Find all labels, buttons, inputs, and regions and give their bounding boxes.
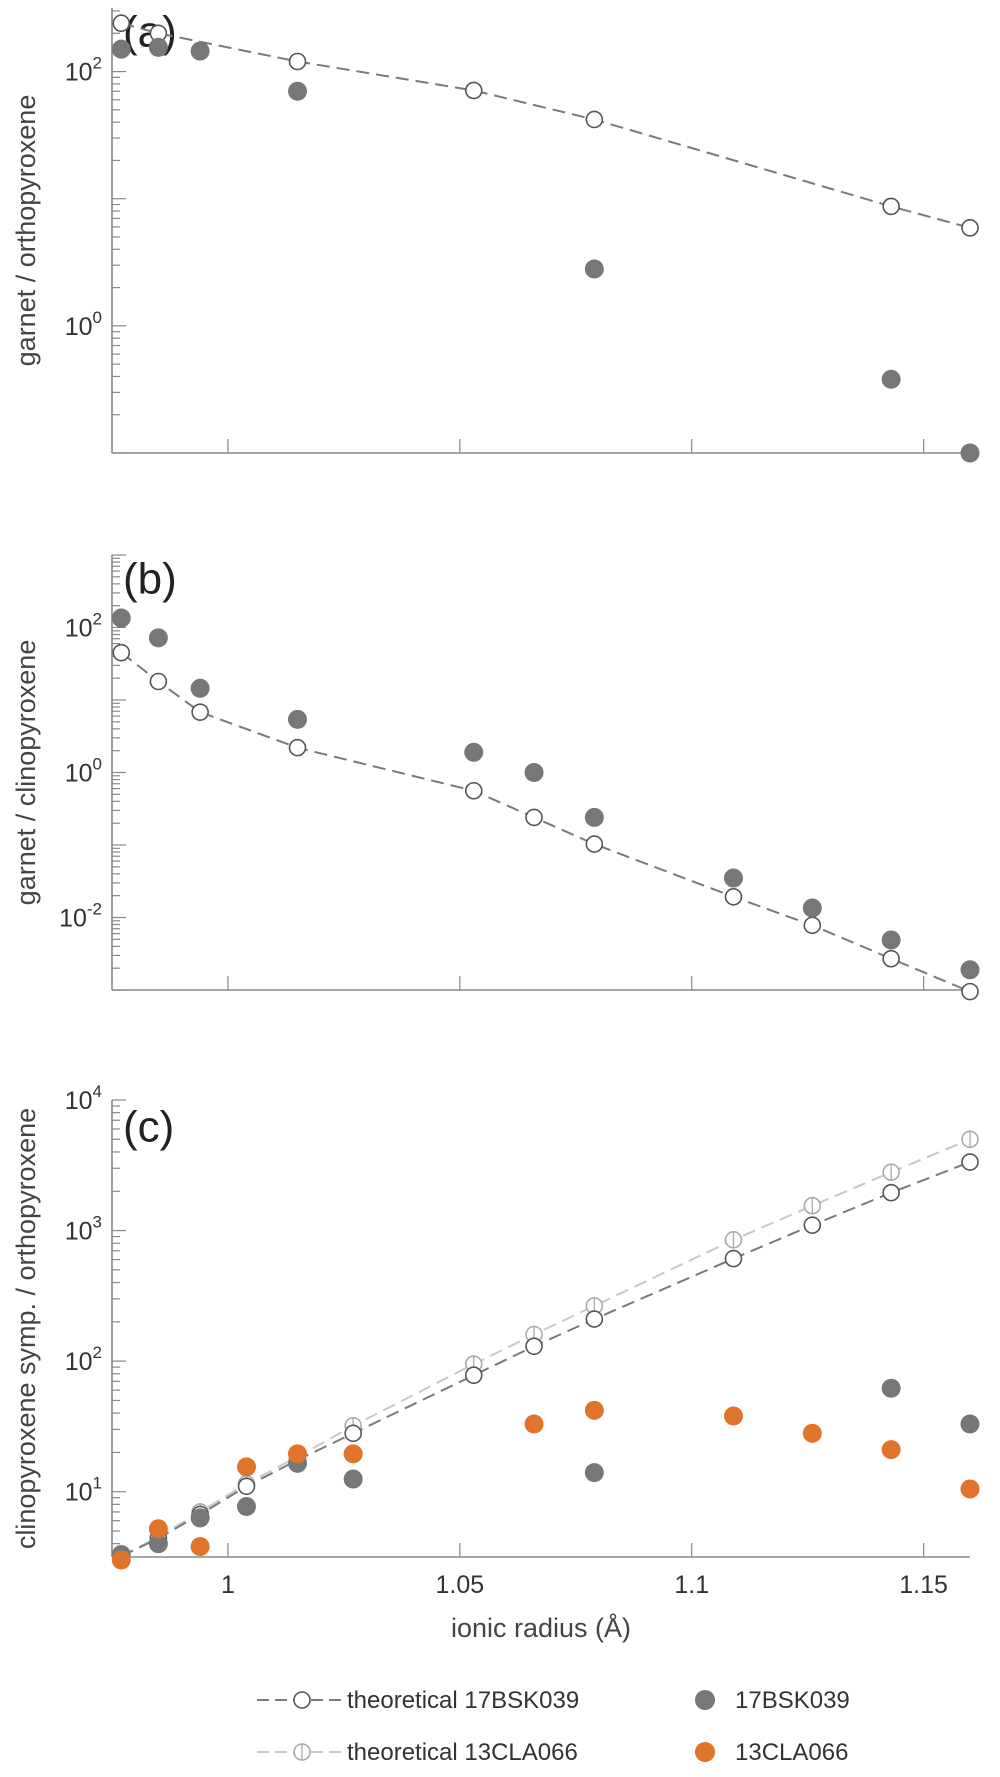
point-17bsk039: [584, 259, 604, 279]
y-tick-label: 102: [65, 610, 102, 643]
point-17bsk039: [148, 37, 168, 57]
point-theoretical-17bsk039: [882, 1183, 900, 1202]
point-17bsk039: [190, 678, 210, 698]
point-17bsk039: [111, 608, 131, 628]
legend-theo-17BSK039-label: theoretical 17BSK039: [347, 1687, 579, 1714]
x-tick-label: 1.1: [674, 1571, 709, 1599]
point-17bsk039: [960, 960, 980, 980]
x-tick-label: 1: [221, 1571, 235, 1599]
y-tick-label: 100: [65, 755, 102, 788]
point-17bsk039: [190, 41, 210, 61]
point-17bsk039: [802, 898, 822, 918]
point-theoretical-17bsk039: [724, 887, 743, 906]
y-axis-label: clinopyroxene symp. / orthopyroxene: [11, 1108, 41, 1549]
point-17bsk039: [524, 763, 544, 782]
panel-3: 101 102 103 104 1 1.05 1.1 1.15 (c) clinopyroxene…: [11, 1082, 980, 1643]
y-axis-label: garnet / orthopyroxene: [11, 95, 41, 367]
point-13cla066: [236, 1457, 256, 1477]
legend-13CLA066-marker: [695, 1742, 715, 1762]
point-theoretical-17bsk039: [724, 1249, 743, 1268]
point-17bsk039: [148, 1534, 168, 1554]
point-13cla066: [343, 1444, 363, 1464]
legend-17BSK039-marker: [695, 1690, 715, 1710]
point-theoretical-17bsk039: [464, 1366, 483, 1385]
legend: theoretical 17BSK039 theoretical 13CLA06…: [257, 1687, 850, 1766]
point-theoretical-17bsk039: [882, 197, 900, 216]
point-17bsk039: [190, 1508, 210, 1528]
point-17bsk039: [881, 369, 901, 389]
point-13cla066: [111, 1550, 131, 1570]
point-13cla066: [148, 1519, 168, 1539]
point-theoretical-17bsk039: [803, 1216, 822, 1234]
point-theoretical-17bsk039: [344, 1424, 362, 1443]
point-17bsk039: [288, 709, 308, 729]
point-theoretical-17bsk039: [803, 916, 822, 935]
y-tick-label: 104: [65, 1082, 102, 1115]
point-theoretical-17bsk039: [112, 643, 131, 662]
point-theoretical-17bsk039: [288, 52, 307, 71]
point-13cla066: [802, 1423, 822, 1443]
point-17bsk039: [111, 39, 131, 59]
point-theoretical-17bsk039: [961, 982, 979, 1001]
point-theoretical-17bsk039: [112, 14, 131, 33]
point-13cla066: [524, 1414, 544, 1434]
point-theoretical-17bsk039: [585, 835, 604, 853]
point-17bsk039: [236, 1497, 256, 1517]
point-theoretical-17bsk039: [961, 219, 979, 237]
y-tick-label: 103: [65, 1213, 102, 1246]
point-theoretical-17bsk039: [961, 1153, 979, 1171]
point-theoretical-17bsk039: [237, 1477, 256, 1496]
panel-label: (c): [123, 1103, 174, 1152]
point-theoretical-17bsk039: [525, 808, 543, 827]
point-theoretical-17bsk039: [149, 672, 168, 691]
point-13cla066: [584, 1400, 604, 1420]
legend-13CLA066-label: 13CLA066: [735, 1739, 848, 1766]
point-theoretical-17bsk039: [464, 781, 483, 800]
point-17bsk039: [464, 742, 484, 762]
legend-17BSK039-label: 17BSK039: [735, 1687, 850, 1714]
series-line-theoretical-17bsk039: [120, 651, 971, 993]
point-17bsk039: [148, 628, 168, 648]
y-tick-label: 100: [65, 308, 102, 341]
x-axis-label: ionic radius (Å): [451, 1612, 631, 1643]
panel-2: 10-2 100 102 (b) garnet / clinopyroxene: [11, 554, 980, 1001]
point-13cla066: [881, 1440, 901, 1460]
panel-label: (b): [123, 555, 177, 604]
point-theoretical-17bsk039: [585, 110, 604, 129]
point-17bsk039: [881, 930, 901, 950]
x-tick-label: 1.15: [899, 1571, 948, 1599]
point-13cla066: [723, 1406, 743, 1426]
point-13cla066: [288, 1444, 308, 1464]
point-theoretical-17bsk039: [191, 703, 209, 721]
point-17bsk039: [960, 443, 980, 463]
point-17bsk039: [584, 807, 604, 827]
point-17bsk039: [723, 868, 743, 888]
point-theoretical-17bsk039: [585, 1310, 604, 1328]
y-tick-label: 102: [65, 54, 102, 87]
point-theoretical-17bsk039: [288, 738, 307, 757]
y-tick-label: 101: [65, 1474, 102, 1507]
point-13cla066: [960, 1479, 980, 1499]
point-17bsk039: [343, 1469, 363, 1489]
series-line-theoretical-17bsk039: [121, 22, 971, 229]
legend-theo-17BSK039-marker: [293, 1691, 311, 1709]
y-axis-label: garnet / clinopyroxene: [11, 640, 41, 906]
point-theoretical-17bsk039: [464, 81, 483, 100]
y-tick-label: 102: [65, 1343, 102, 1376]
y-tick-label: 10-2: [59, 900, 102, 933]
point-17bsk039: [288, 81, 308, 101]
point-17bsk039: [881, 1378, 901, 1398]
point-theoretical-17bsk039: [525, 1337, 543, 1356]
point-17bsk039: [584, 1463, 604, 1483]
point-17bsk039: [960, 1414, 980, 1434]
legend-theo-13CLA066-label: theoretical 13CLA066: [347, 1739, 578, 1766]
x-tick-label: 1.05: [436, 1571, 485, 1599]
point-theoretical-17bsk039: [882, 949, 900, 968]
series-line-theoretical-17bsk039: [120, 1161, 971, 1558]
point-13cla066: [190, 1537, 210, 1557]
